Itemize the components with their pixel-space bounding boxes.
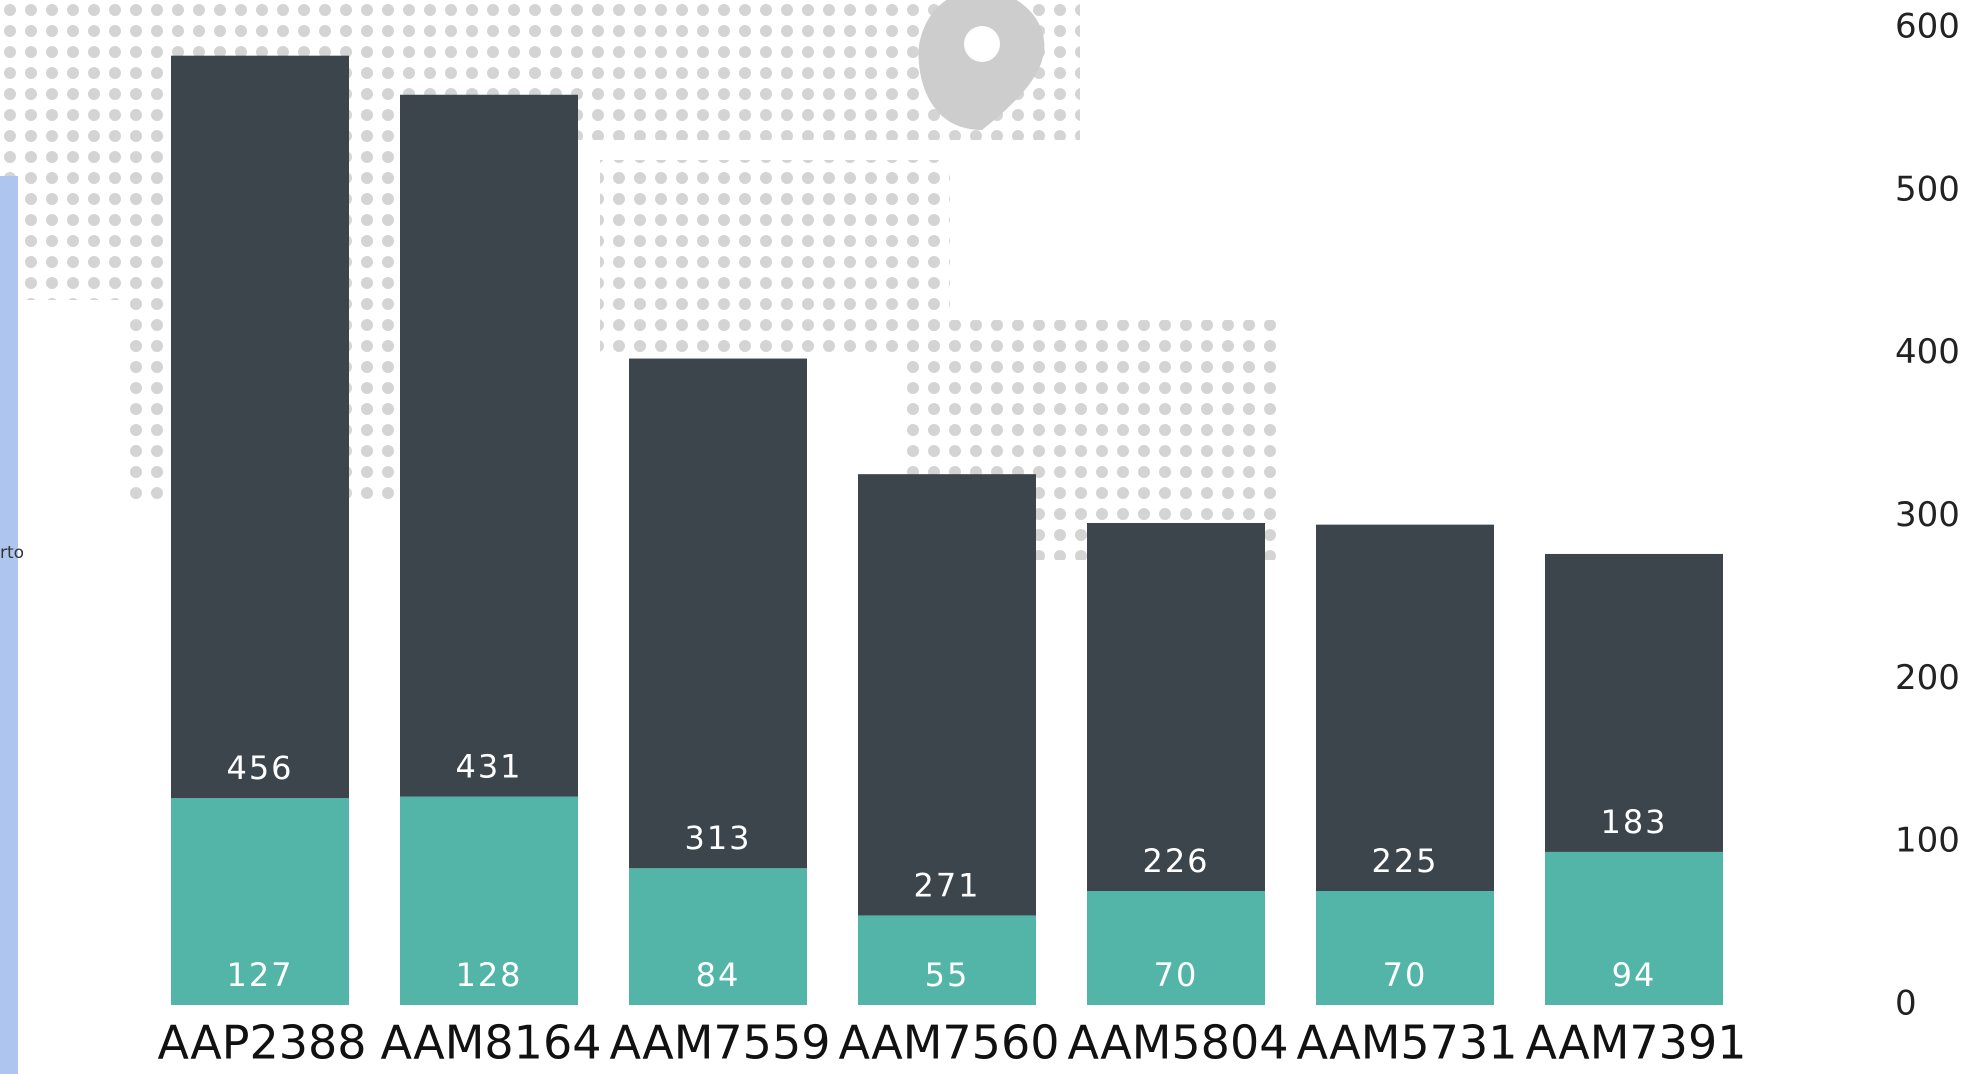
- data-label: 225: [1371, 842, 1438, 880]
- data-label: 55: [925, 956, 970, 994]
- x-tick-label: AAP2388: [157, 1016, 366, 1070]
- x-tick-label: AAM5804: [1068, 1016, 1289, 1070]
- y-tick-label: 400: [1895, 332, 1960, 372]
- y-tick-label: 500: [1895, 169, 1960, 209]
- data-label: 313: [684, 819, 751, 857]
- y-tick-label: 0: [1895, 984, 1917, 1024]
- y-tick-label: 200: [1895, 658, 1960, 698]
- x-tick-label: AAM7560: [839, 1016, 1060, 1070]
- y-tick-label: 100: [1895, 821, 1960, 861]
- data-label: 271: [913, 866, 980, 904]
- bar-segment: [1316, 524, 1494, 892]
- data-label: 226: [1142, 842, 1209, 880]
- bar-segment: [858, 915, 1036, 1005]
- bar-segment: [171, 798, 349, 1005]
- side-panel: [0, 176, 18, 1074]
- data-label: 70: [1383, 956, 1428, 994]
- data-label: 94: [1612, 956, 1657, 994]
- data-label: 456: [226, 749, 293, 787]
- bar-segment: [629, 868, 807, 1005]
- y-tick-label: 600: [1895, 7, 1960, 47]
- y-tick-label: 300: [1895, 495, 1960, 535]
- bar-segment: [1316, 891, 1494, 1005]
- data-label: 84: [696, 956, 741, 994]
- bar-segment: [629, 358, 807, 869]
- data-label: 70: [1154, 956, 1199, 994]
- bar-segment: [1545, 851, 1723, 1005]
- data-label: 183: [1600, 803, 1667, 841]
- x-tick-label: AAM7391: [1526, 1016, 1747, 1070]
- x-tick-label: AAM5731: [1297, 1016, 1518, 1070]
- data-label: 431: [455, 748, 522, 786]
- bar-segment: [400, 796, 578, 1005]
- bar-segment: [1087, 891, 1265, 1005]
- data-label: 127: [226, 956, 293, 994]
- bar-segment: [400, 94, 578, 797]
- x-tick-label: AAM8164: [381, 1016, 602, 1070]
- side-label: rto: [0, 543, 24, 563]
- bar-segment: [1087, 523, 1265, 892]
- bar-segment: [171, 55, 349, 799]
- data-label: 128: [455, 956, 522, 994]
- bar-segment: [1545, 553, 1723, 852]
- x-tick-label: AAM7559: [610, 1016, 831, 1070]
- bar-segment: [858, 474, 1036, 916]
